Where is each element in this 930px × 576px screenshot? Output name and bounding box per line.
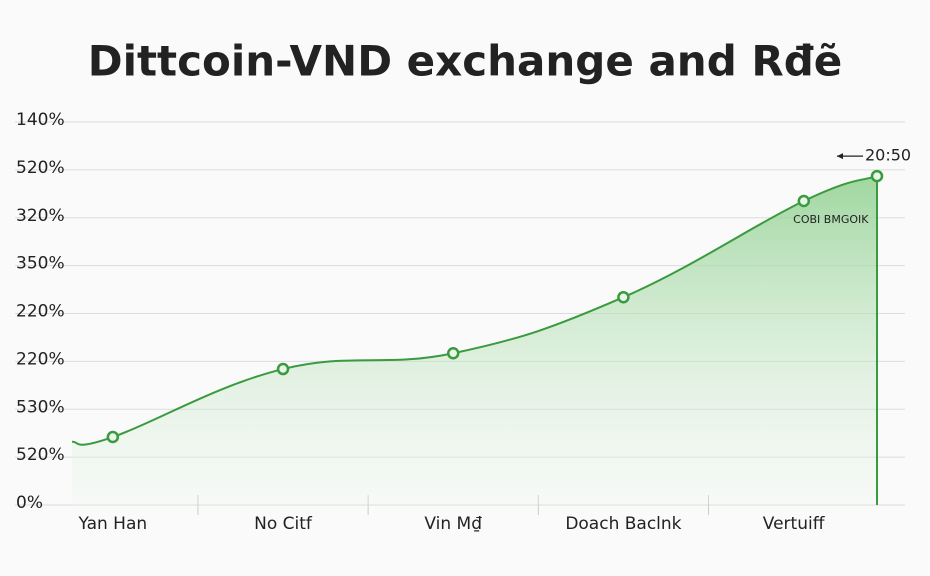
marker	[446, 346, 460, 360]
y-tick-label: 0%	[16, 493, 43, 513]
marker	[797, 194, 811, 208]
y-tick-label: 350%	[16, 254, 65, 274]
marker	[106, 430, 120, 444]
x-tick-label: Doach Baclnk	[565, 514, 681, 534]
annotation: COBI BMGOIK	[793, 213, 869, 226]
x-tick-label: Vertuiff	[763, 514, 826, 534]
x-tick-label: No Citf	[254, 514, 313, 534]
y-tick-label: 530%	[16, 397, 65, 417]
area	[72, 176, 877, 505]
y-tick-label: 520%	[16, 158, 65, 178]
y-tick-label: 220%	[16, 349, 65, 369]
x-tick-label: Vin M₫	[424, 514, 482, 534]
marker	[617, 290, 630, 304]
y-tick-label: 140%	[16, 110, 65, 130]
annotation: 20:50	[865, 146, 911, 165]
marker	[276, 362, 290, 376]
arrow-head	[837, 153, 843, 160]
x-tick-label: Yan Han	[78, 514, 148, 534]
marker	[870, 169, 884, 183]
y-tick-label: 220%	[16, 302, 65, 322]
y-tick-label: 520%	[16, 445, 65, 465]
chart-title: Dittcoin-VND exchange and Rđẽ	[88, 37, 843, 86]
y-tick-label: 320%	[16, 206, 65, 226]
